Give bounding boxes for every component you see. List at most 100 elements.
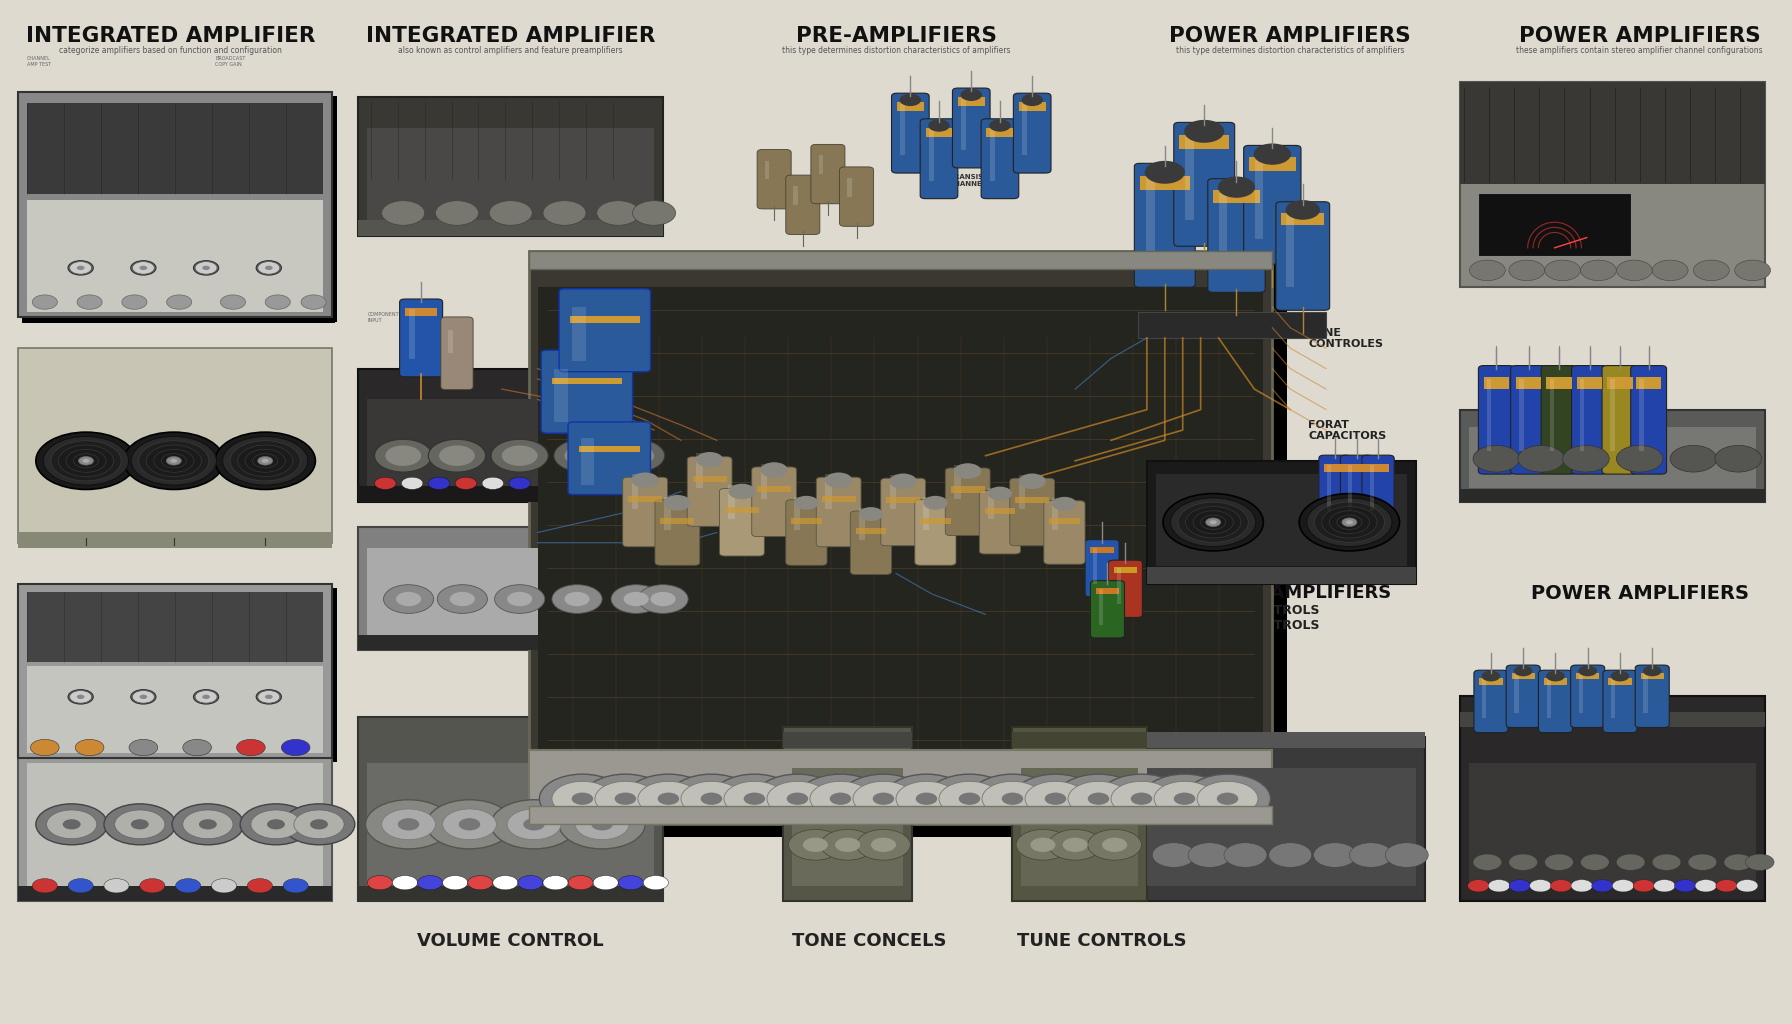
Circle shape (1482, 671, 1500, 681)
Circle shape (66, 450, 106, 472)
Circle shape (1473, 445, 1520, 472)
Bar (1326, 465, 1331, 511)
Bar (358, 220, 663, 236)
Circle shape (30, 739, 59, 756)
Circle shape (810, 781, 871, 816)
Bar (27, 666, 323, 753)
Bar (1116, 568, 1120, 604)
Bar (1147, 461, 1416, 584)
Circle shape (633, 201, 676, 225)
Text: SOUND
CONTOLS: SOUND CONTOLS (1154, 463, 1199, 482)
Text: CHANNEL
FUNCTION: CHANNEL FUNCTION (367, 635, 392, 646)
FancyBboxPatch shape (817, 477, 862, 547)
Circle shape (568, 876, 593, 890)
Bar (1460, 410, 1765, 502)
Circle shape (1745, 854, 1774, 870)
Circle shape (853, 781, 914, 816)
Circle shape (643, 876, 668, 890)
FancyBboxPatch shape (1340, 455, 1373, 528)
Circle shape (883, 774, 969, 823)
Circle shape (681, 781, 742, 816)
Circle shape (873, 793, 894, 805)
Circle shape (754, 774, 840, 823)
Text: CAPACITOR
GAD: CAPACITOR GAD (1600, 276, 1627, 288)
Text: VOLUME CONTROL: VOLUME CONTROL (418, 932, 604, 950)
Circle shape (385, 445, 421, 466)
Bar (1484, 377, 1509, 389)
Circle shape (1385, 843, 1428, 867)
Circle shape (443, 809, 496, 840)
Circle shape (68, 879, 93, 893)
Bar (1545, 678, 1566, 684)
Circle shape (43, 436, 129, 485)
Bar (794, 497, 801, 529)
Bar (1346, 464, 1367, 471)
Circle shape (47, 810, 97, 839)
Circle shape (1473, 854, 1502, 870)
FancyBboxPatch shape (688, 457, 733, 526)
Circle shape (668, 774, 754, 823)
Circle shape (493, 876, 518, 890)
FancyBboxPatch shape (1572, 666, 1606, 727)
Text: COMPONENT CONTROLS: COMPONENT CONTROLS (1147, 742, 1213, 748)
Circle shape (1514, 666, 1532, 676)
Circle shape (1088, 829, 1142, 860)
Circle shape (199, 819, 217, 829)
Circle shape (401, 477, 423, 489)
Circle shape (969, 774, 1055, 823)
Bar (1091, 547, 1115, 553)
Circle shape (183, 739, 211, 756)
Bar (1469, 763, 1756, 886)
Bar (1179, 135, 1229, 150)
Bar (358, 886, 663, 901)
Bar (631, 474, 638, 509)
Circle shape (32, 295, 57, 309)
Circle shape (591, 818, 613, 830)
Circle shape (625, 774, 711, 823)
Circle shape (1055, 774, 1142, 823)
Circle shape (455, 477, 477, 489)
Bar (900, 103, 905, 156)
FancyBboxPatch shape (1244, 145, 1301, 264)
Bar (1145, 178, 1154, 260)
Circle shape (75, 739, 104, 756)
Text: POWER AMPLIFIERS: POWER AMPLIFIERS (1170, 26, 1410, 46)
Bar (529, 750, 1272, 824)
Circle shape (366, 800, 452, 849)
FancyBboxPatch shape (892, 93, 930, 173)
FancyBboxPatch shape (400, 299, 443, 377)
Text: IODUME
CONTROL: IODUME CONTROL (833, 266, 900, 294)
Circle shape (1219, 176, 1254, 198)
Bar (1546, 377, 1572, 389)
Bar (579, 446, 640, 452)
Bar (986, 508, 1016, 514)
Circle shape (1063, 838, 1088, 852)
Circle shape (68, 261, 93, 275)
Bar (728, 485, 735, 519)
Circle shape (593, 876, 618, 890)
Bar (1611, 679, 1615, 719)
Circle shape (989, 120, 1011, 132)
Bar (1018, 475, 1025, 509)
Circle shape (468, 876, 493, 890)
Circle shape (1724, 854, 1753, 870)
Circle shape (1349, 843, 1392, 867)
Circle shape (1206, 518, 1220, 526)
Circle shape (195, 690, 217, 703)
Circle shape (437, 585, 487, 613)
Circle shape (552, 585, 602, 613)
FancyBboxPatch shape (758, 150, 792, 209)
Circle shape (138, 440, 210, 481)
Text: PRE-AMPLIFIERS: PRE-AMPLIFIERS (796, 26, 996, 46)
Circle shape (396, 592, 421, 606)
Bar (18, 92, 332, 317)
FancyBboxPatch shape (753, 467, 796, 537)
Bar (1550, 379, 1554, 451)
Text: POWER AMPLIFIERS: POWER AMPLIFIERS (1190, 584, 1391, 602)
Circle shape (624, 592, 649, 606)
Circle shape (215, 432, 315, 489)
FancyBboxPatch shape (1602, 366, 1638, 474)
Circle shape (237, 739, 265, 756)
Circle shape (803, 838, 828, 852)
Text: COMPONENT
ADDON: COMPONENT ADDON (1149, 872, 1181, 884)
